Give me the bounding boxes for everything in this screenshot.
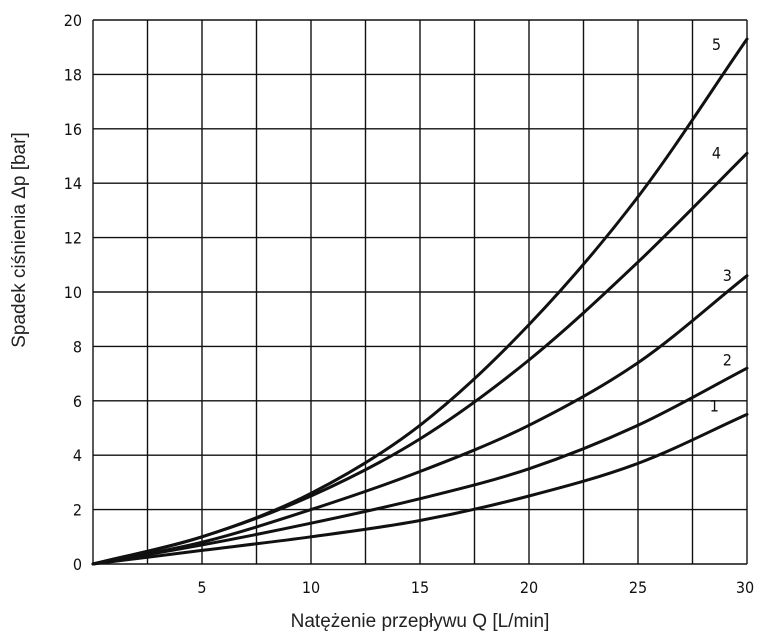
curve-3 <box>91 274 749 566</box>
curves <box>91 37 749 566</box>
y-tick-label: 16 <box>64 120 82 139</box>
y-tick-label: 18 <box>64 65 82 84</box>
y-tick-label: 20 <box>64 11 82 30</box>
y-axis-label: Spadek ciśnienia Δp [bar] <box>9 132 30 348</box>
curve-label-4: 4 <box>712 144 721 163</box>
y-tick-label: 14 <box>64 174 82 193</box>
curve-1 <box>91 412 749 566</box>
x-tick-label: 20 <box>520 578 538 597</box>
curve-5 <box>91 37 749 566</box>
y-tick-label: 0 <box>73 555 82 574</box>
curve-label-2: 2 <box>723 350 732 369</box>
x-tick-label: 25 <box>629 578 647 597</box>
x-tick-label: 5 <box>197 578 206 597</box>
grid <box>92 19 748 565</box>
curve-label-3: 3 <box>723 266 732 285</box>
x-tick-label: 30 <box>736 578 754 597</box>
x-tick-label: 15 <box>411 578 429 597</box>
curve-labels: 1 2 3 4 5 <box>710 35 732 416</box>
y-tick-label: 6 <box>73 392 82 411</box>
x-tick-label: 10 <box>302 578 320 597</box>
curve-label-1: 1 <box>710 397 719 416</box>
y-tick-label: 2 <box>73 501 82 520</box>
x-axis-label: Natężenie przepływu Q [L/min] <box>291 611 550 632</box>
y-tick-label: 12 <box>64 229 82 248</box>
y-tick-label: 8 <box>73 337 82 356</box>
curve-2 <box>91 366 749 566</box>
curve-label-5: 5 <box>712 35 721 54</box>
y-tick-label: 4 <box>73 446 82 465</box>
y-tick-label: 10 <box>64 283 82 302</box>
